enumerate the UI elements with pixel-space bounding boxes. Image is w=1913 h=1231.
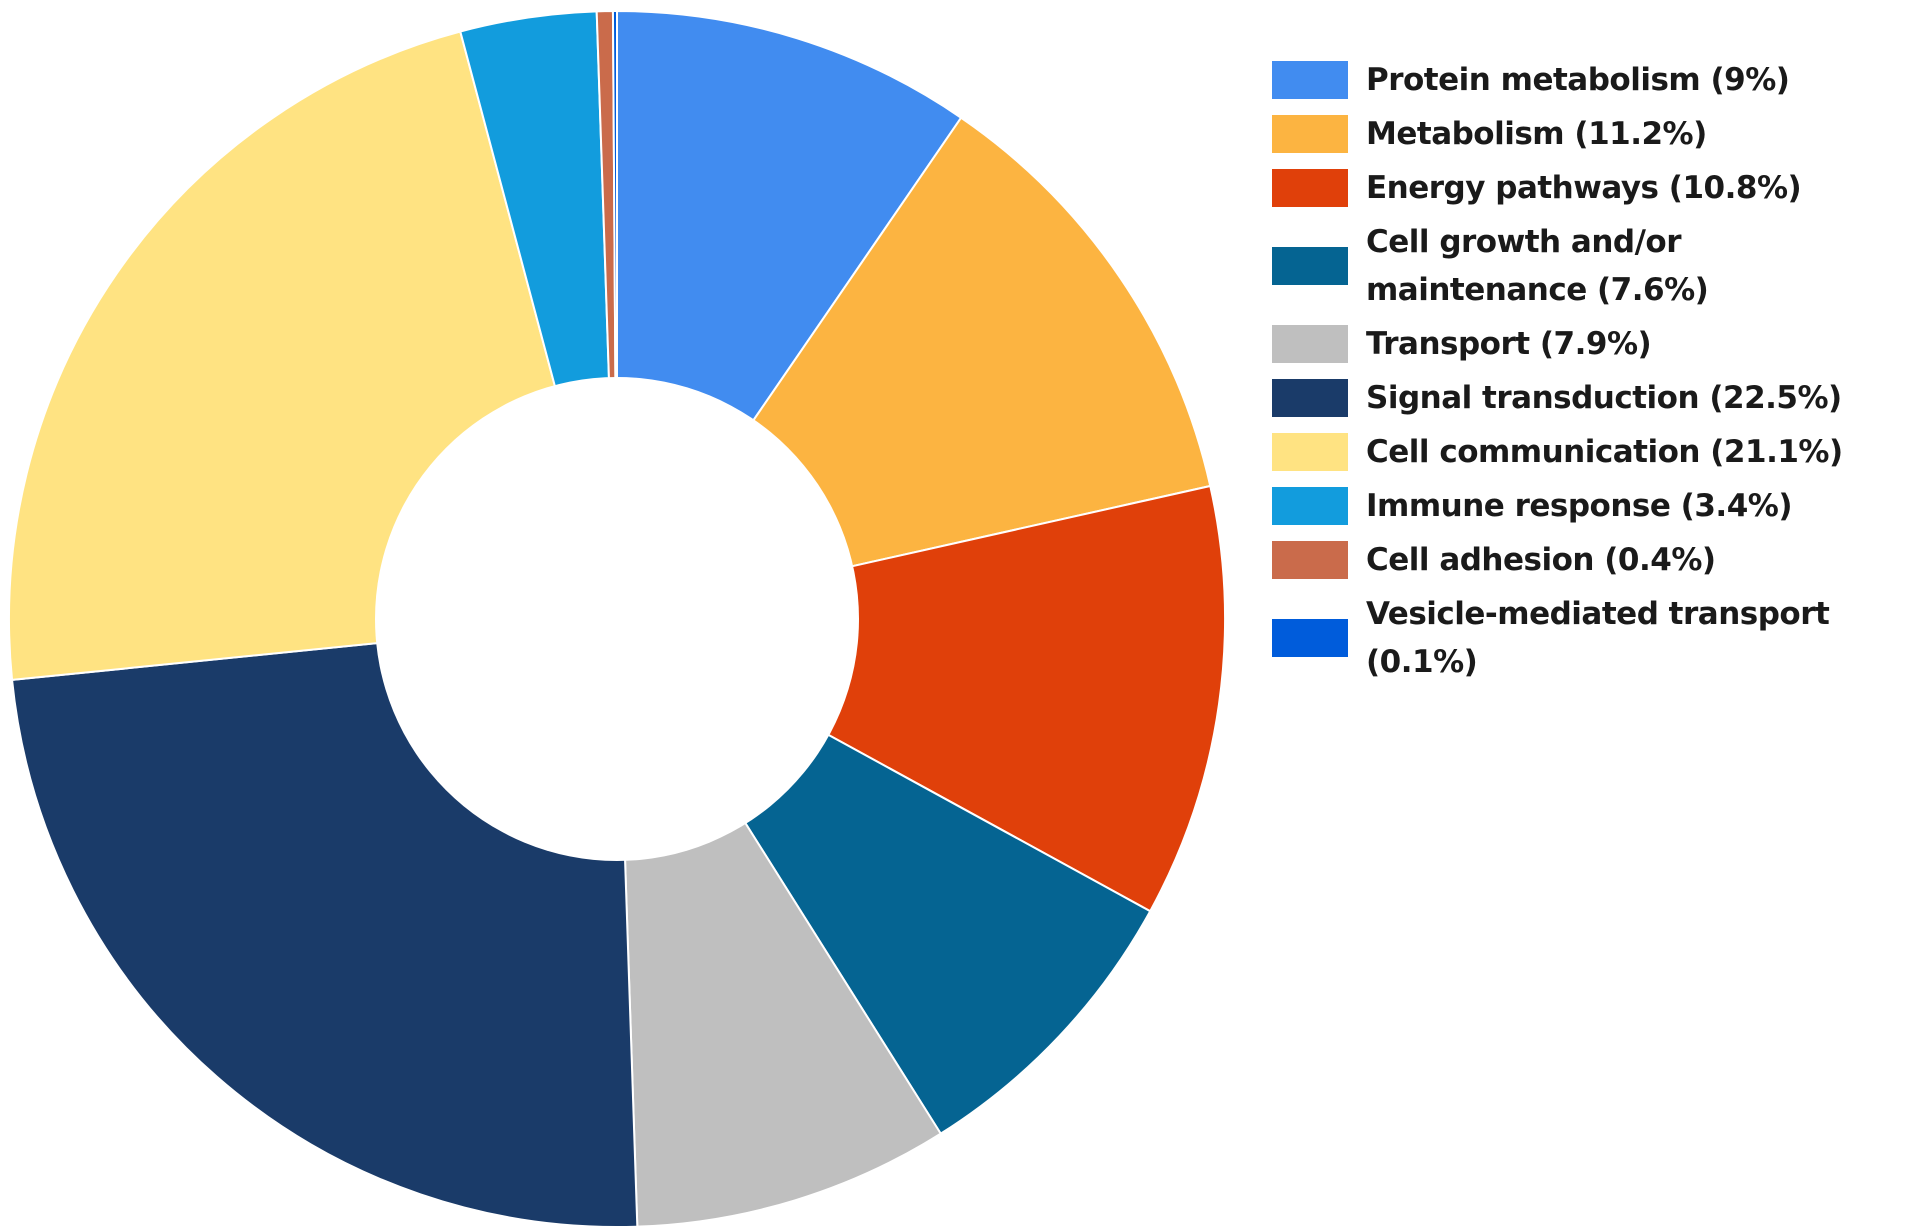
legend-item-cell-growth-and-or-maintenance: Cell growth and/or maintenance (7.6%) — [1272, 218, 1902, 314]
legend-swatch — [1272, 61, 1348, 99]
legend-swatch — [1272, 433, 1348, 471]
legend-label: Metabolism (11.2%) — [1366, 116, 1707, 152]
legend-item-cell-adhesion: Cell adhesion (0.4%) — [1272, 536, 1902, 584]
legend-label: Protein metabolism (9%) — [1366, 62, 1790, 98]
legend-label: Energy pathways (10.8%) — [1366, 170, 1802, 206]
legend-item-transport: Transport (7.9%) — [1272, 320, 1902, 368]
legend-swatch — [1272, 325, 1348, 363]
legend-label: Immune response (3.4%) — [1366, 488, 1793, 524]
legend-swatch — [1272, 541, 1348, 579]
legend-swatch — [1272, 379, 1348, 417]
donut-chart — [7, 9, 1226, 1228]
legend-item-energy-pathways: Energy pathways (10.8%) — [1272, 164, 1902, 212]
legend-label: Signal transduction (22.5%) — [1366, 380, 1842, 416]
legend-item-immune-response: Immune response (3.4%) — [1272, 482, 1902, 530]
legend-label: Cell adhesion (0.4%) — [1366, 542, 1716, 578]
legend-label: Transport (7.9%) — [1366, 326, 1652, 362]
legend-swatch — [1272, 169, 1348, 207]
legend-swatch — [1272, 619, 1348, 657]
legend-item-cell-communication: Cell communication (21.1%) — [1272, 428, 1902, 476]
legend-swatch — [1272, 115, 1348, 153]
legend-item-protein-metabolism: Protein metabolism (9%) — [1272, 56, 1902, 104]
legend-label: Vesicle-mediated transport (0.1%) — [1366, 596, 1830, 680]
legend-item-signal-transduction: Signal transduction (22.5%) — [1272, 374, 1902, 422]
legend-item-vesicle-mediated-transport: Vesicle-mediated transport (0.1%) — [1272, 590, 1902, 686]
legend-swatch — [1272, 247, 1348, 285]
donut-hole — [375, 377, 859, 861]
chart-legend: Protein metabolism (9%) Metabolism (11.2%… — [1272, 56, 1902, 692]
legend-label: Cell communication (21.1%) — [1366, 434, 1843, 470]
legend-swatch — [1272, 487, 1348, 525]
legend-label: Cell growth and/or maintenance (7.6%) — [1366, 224, 1709, 308]
legend-item-metabolism: Metabolism (11.2%) — [1272, 110, 1902, 158]
